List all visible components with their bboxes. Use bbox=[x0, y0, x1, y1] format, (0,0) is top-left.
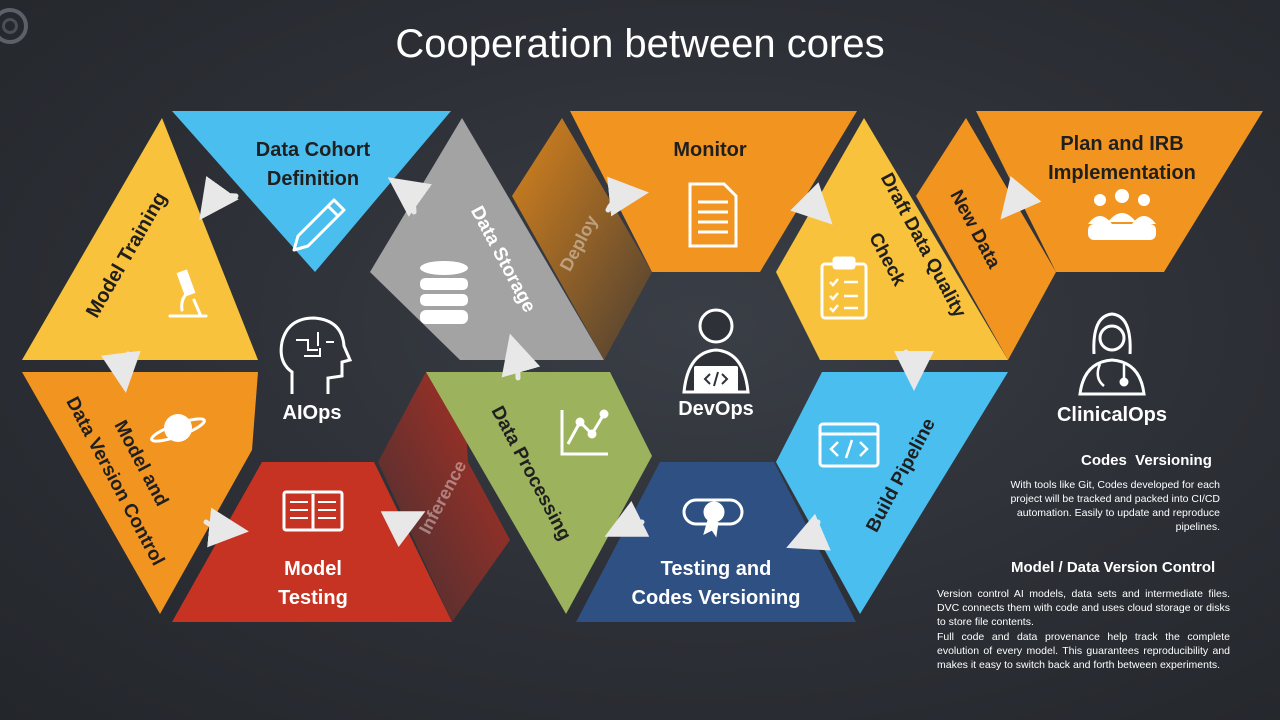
developer-icon bbox=[682, 308, 750, 394]
page-title: Cooperation between cores bbox=[395, 22, 885, 66]
label-data-cohort-2: Definition bbox=[267, 168, 359, 190]
document-icon bbox=[688, 182, 738, 248]
arrow-icon bbox=[604, 500, 650, 537]
arrow-icon bbox=[605, 176, 649, 217]
codes-versioning-body: With tools like Git, Codes developed for… bbox=[1010, 479, 1220, 533]
planet-icon bbox=[150, 414, 206, 443]
core-devops: DevOps bbox=[678, 398, 754, 420]
team-icon bbox=[1088, 189, 1156, 240]
arrow-icon bbox=[790, 182, 833, 225]
database-icon bbox=[420, 261, 468, 324]
core-clinicalops: ClinicalOps bbox=[1057, 404, 1167, 426]
label-data-cohort-1: Data Cohort bbox=[256, 139, 371, 161]
label-testing-2: Codes Versioning bbox=[632, 587, 801, 609]
checklist-icon bbox=[820, 256, 868, 320]
segment-new-data bbox=[916, 118, 1056, 360]
segment-model-dvc bbox=[22, 372, 258, 614]
segment-inference bbox=[378, 372, 510, 622]
microscope-icon bbox=[168, 269, 208, 318]
arrow-icon bbox=[387, 177, 432, 217]
certificate-icon bbox=[682, 498, 744, 538]
flow-arrows bbox=[101, 175, 1042, 551]
logo-icon bbox=[0, 8, 28, 44]
segment-model-testing bbox=[172, 462, 452, 622]
model-dvc-heading: Model / Data Version Control bbox=[1011, 559, 1216, 576]
codes-versioning-heading: Codes Versioning bbox=[1081, 452, 1212, 469]
label-testing-1: Testing and bbox=[661, 558, 772, 580]
doctor-icon bbox=[1078, 312, 1146, 396]
arrow-icon bbox=[501, 333, 541, 381]
core-aiops: AIOps bbox=[283, 402, 342, 424]
segment-monitor bbox=[570, 111, 857, 272]
pencil-icon bbox=[292, 198, 346, 252]
brain-head-icon bbox=[279, 316, 353, 394]
arrow-icon bbox=[203, 507, 249, 548]
segment-data-cohort bbox=[172, 111, 451, 272]
segment-model-training bbox=[22, 118, 258, 360]
arrow-icon bbox=[199, 176, 239, 221]
model-dvc-body-2: Full code and data provenance help track… bbox=[937, 631, 1230, 671]
arrow-icon bbox=[893, 349, 934, 391]
arrow-icon bbox=[101, 350, 141, 393]
arrow-icon bbox=[786, 513, 831, 551]
arrow-icon bbox=[1000, 175, 1042, 220]
segment-deploy bbox=[512, 118, 652, 360]
label-model-testing-1: Model bbox=[284, 558, 342, 580]
code-window-icon bbox=[818, 422, 880, 468]
model-dvc-body-1: Version control AI models, data sets and… bbox=[937, 588, 1230, 628]
arrow-icon bbox=[380, 511, 426, 548]
label-monitor: Monitor bbox=[673, 139, 747, 161]
label-model-testing-2: Testing bbox=[278, 587, 348, 609]
label-plan-irb-1: Plan and IRB bbox=[1060, 133, 1183, 155]
chart-icon bbox=[560, 409, 609, 456]
book-icon bbox=[282, 490, 344, 532]
label-plan-irb-2: Implementation bbox=[1048, 162, 1196, 184]
